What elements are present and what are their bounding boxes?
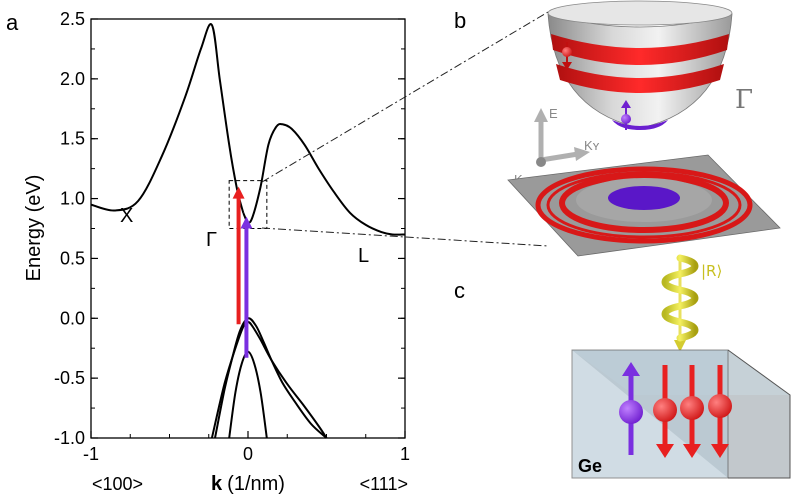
x-tick-label: 0 <box>243 444 253 464</box>
photon-helix <box>661 254 699 352</box>
spin-up-electron <box>619 362 643 455</box>
band-curve-2 <box>242 123 406 236</box>
spin-down-1-ball <box>653 398 677 422</box>
bowl-band-2 <box>556 64 724 93</box>
x-axis-ticks: -1 0 1 <box>83 431 410 464</box>
y-tick-label: 0.0 <box>60 308 85 328</box>
y-tick-label: -0.5 <box>54 368 85 388</box>
spin-down-3-ball <box>708 394 732 418</box>
x-axis-label-rest: (1/nm) <box>227 473 285 495</box>
axis-ky-head <box>574 147 590 161</box>
dispersion-bowl-3d <box>547 0 733 130</box>
band-curve-4 <box>210 320 328 439</box>
axis-e-head <box>534 108 548 122</box>
band-curve-1 <box>90 23 245 214</box>
helix-coil <box>661 254 699 342</box>
ge-crystal-box <box>571 349 791 479</box>
x-tick-label: 1 <box>400 444 410 464</box>
transition-arrows <box>232 186 253 358</box>
k-plane <box>507 154 781 257</box>
point-label-l: L <box>358 245 369 267</box>
band-curves <box>90 23 406 439</box>
photon-label: |R⟩ <box>701 262 722 280</box>
direction-label-right: <111> <box>360 474 408 494</box>
zoom-connector-top <box>261 11 549 183</box>
y-tick-label: 0.5 <box>60 248 85 268</box>
panel-label-b: b <box>454 8 466 33</box>
point-label-x: X <box>120 205 133 227</box>
x-axis-label: k (1/nm) <box>211 473 285 495</box>
transition-arrow-1-head <box>232 186 245 199</box>
y-tick-label: 1.5 <box>60 129 85 149</box>
bowl-gamma-label: Γ <box>735 85 753 115</box>
bowl-red-spin-head <box>562 62 572 70</box>
bowl-purple-spin-head <box>621 100 631 108</box>
spin-up-ball <box>619 400 643 424</box>
spin-up-head <box>622 362 640 376</box>
middle-ring <box>559 173 729 233</box>
k-space-axes <box>534 108 590 167</box>
material-label: Ge <box>578 456 602 476</box>
bowl-surface <box>547 13 733 129</box>
point-label-gamma: Γ <box>206 229 217 251</box>
y-axis-label: Energy (eV) <box>23 175 45 282</box>
bowl-rim <box>547 0 733 26</box>
box-edges <box>727 349 791 479</box>
axis-ky-label: Kʏ <box>584 138 600 153</box>
y-tick-label: 1.0 <box>60 189 85 209</box>
spin-down-2-head <box>683 444 701 458</box>
direction-label-left: <100> <box>92 474 143 494</box>
bowl-purple-ball <box>621 114 631 124</box>
outer-ring <box>535 166 753 244</box>
y-tick-label: -1.0 <box>54 428 85 448</box>
y-axis-ticks: 2.5 2.0 1.5 1.0 0.5 0.0 -0.5 -1.0 <box>54 9 405 448</box>
band-curve-5 <box>228 350 268 439</box>
helix-arrow-head <box>674 340 686 352</box>
y-tick-label: 2.0 <box>60 69 85 89</box>
spin-down-1-head <box>656 444 674 458</box>
panel-label-c: c <box>454 278 465 303</box>
bowl-red-ball <box>562 47 572 57</box>
zoom-box <box>228 180 268 230</box>
axis-ky-line <box>540 151 579 163</box>
axis-e-label: E <box>549 106 558 121</box>
x-axis-label-bold: k <box>211 473 223 495</box>
axis-kx-dot <box>536 157 546 167</box>
panel-label-a: a <box>6 10 19 35</box>
x-tick-label: -1 <box>83 444 99 464</box>
spin-down-electrons <box>653 365 732 458</box>
purple-disk <box>608 186 680 210</box>
spin-down-3-head <box>711 444 729 458</box>
y-tick-label: 2.5 <box>60 9 85 29</box>
transition-arrow-2-head <box>240 216 253 229</box>
bowl-band-1 <box>551 34 729 65</box>
band-structure-plot: 2.5 2.0 1.5 1.0 0.5 0.0 -0.5 -1.0 -1 0 1 X Γ L En… <box>23 9 410 495</box>
spin-down-2-ball <box>680 396 704 420</box>
